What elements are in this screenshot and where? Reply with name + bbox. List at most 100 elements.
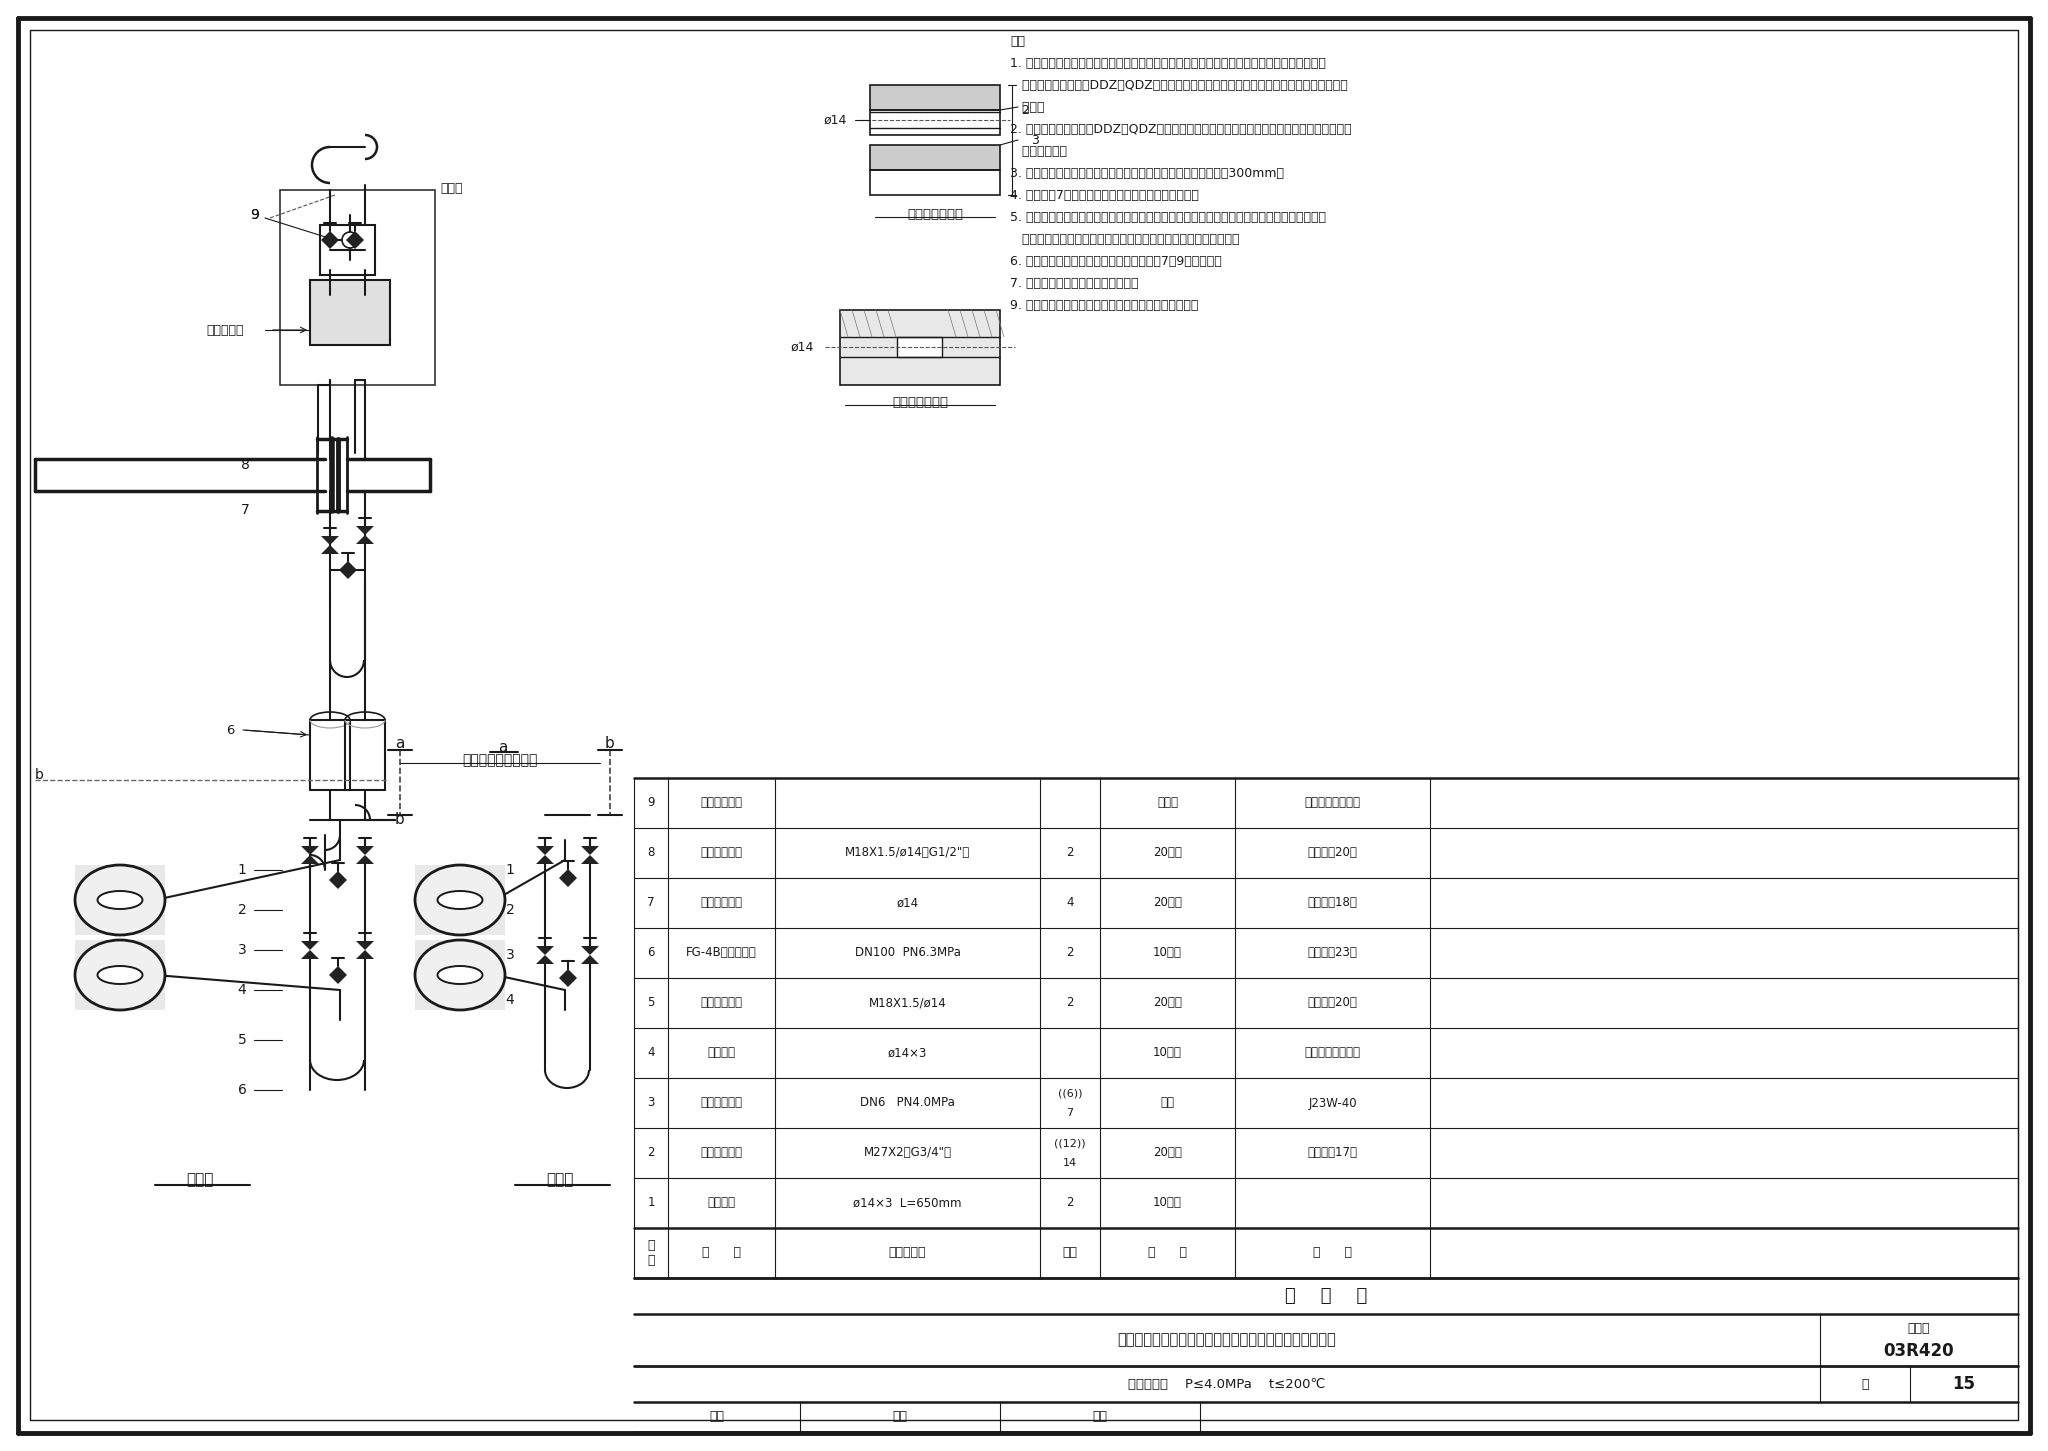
Text: 上部安装与左图相同: 上部安装与左图相同 — [463, 753, 539, 768]
Text: 7. 明细表括号内的数据用于乙方案。: 7. 明细表括号内的数据用于乙方案。 — [1010, 277, 1139, 290]
Text: 7: 7 — [240, 503, 250, 517]
Text: 直通终端接头: 直通终端接头 — [700, 997, 743, 1010]
Text: 规格、型号: 规格、型号 — [889, 1246, 926, 1259]
Text: 6: 6 — [647, 946, 655, 959]
Text: 20号钢: 20号钢 — [1153, 897, 1182, 910]
Ellipse shape — [76, 865, 166, 934]
Text: ø14×3: ø14×3 — [889, 1046, 928, 1059]
Polygon shape — [356, 527, 375, 535]
Bar — [870, 86, 999, 110]
Text: 无缝钢管: 无缝钢管 — [707, 1197, 735, 1210]
Ellipse shape — [98, 966, 143, 984]
Text: 2: 2 — [1067, 846, 1073, 859]
Text: 4. 图中序号7的连接形式亦可用焊接连接或整段直管。: 4. 图中序号7的连接形式亦可用焊接连接或整段直管。 — [1010, 189, 1198, 202]
Bar — [309, 280, 389, 345]
Text: 管内隔离，仅适用于DDZ、QDZ力平衡式中、高大差压变送器测量粘稠或腐蚀性较低的液体: 管内隔离，仅适用于DDZ、QDZ力平衡式中、高大差压变送器测量粘稠或腐蚀性较低的… — [1010, 78, 1348, 91]
Text: 3. 隔离容器的安装位置应使其顶部低于节流装置取压口处不小于300mm。: 3. 隔离容器的安装位置应使其顶部低于节流装置取压口处不小于300mm。 — [1010, 167, 1284, 180]
Text: 5: 5 — [238, 1033, 246, 1048]
Text: 名      称: 名 称 — [702, 1246, 741, 1259]
Text: 页: 页 — [1862, 1377, 1868, 1390]
Text: 3: 3 — [647, 1097, 655, 1110]
Polygon shape — [340, 562, 348, 579]
Text: 外套螺母接管: 外套螺母接管 — [700, 1146, 743, 1159]
Text: 4: 4 — [238, 982, 246, 997]
Text: 碳钢: 碳钢 — [1161, 1097, 1174, 1110]
Text: 4: 4 — [506, 992, 514, 1007]
Polygon shape — [356, 535, 375, 544]
Text: 管道负接头大样: 管道负接头大样 — [907, 209, 963, 222]
Ellipse shape — [76, 940, 166, 1010]
Polygon shape — [537, 846, 555, 855]
Text: 6. 当差压变送器不安装在保温箱内时，序号7、9可以取消。: 6. 当差压变送器不安装在保温箱内时，序号7、9可以取消。 — [1010, 255, 1223, 268]
Ellipse shape — [98, 891, 143, 908]
Text: 制造图见18页: 制造图见18页 — [1307, 897, 1358, 910]
Text: 9: 9 — [250, 207, 260, 222]
Text: 7: 7 — [1067, 1109, 1073, 1119]
Text: 制造图见20页: 制造图见20页 — [1307, 846, 1358, 859]
Polygon shape — [559, 969, 567, 987]
Text: 外螺纹截止阀: 外螺纹截止阀 — [700, 1097, 743, 1110]
Ellipse shape — [438, 891, 483, 908]
Polygon shape — [322, 231, 330, 250]
Polygon shape — [559, 869, 567, 887]
Text: 3: 3 — [238, 943, 246, 958]
Text: ((6)): ((6)) — [1057, 1088, 1081, 1098]
Text: 差压变送器: 差压变送器 — [207, 324, 244, 337]
Text: 14: 14 — [1063, 1158, 1077, 1168]
Text: ø14×3  L=650mm: ø14×3 L=650mm — [854, 1197, 963, 1210]
Text: M27X2（G3/4"）: M27X2（G3/4"） — [864, 1146, 952, 1159]
Text: 20号钢: 20号钢 — [1153, 997, 1182, 1010]
Text: DN6   PN4.0MPa: DN6 PN4.0MPa — [860, 1097, 954, 1110]
Text: 隔离法测量液体流量管路安装图（差压计高于节流装置）: 隔离法测量液体流量管路安装图（差压计高于节流装置） — [1118, 1332, 1337, 1348]
Text: 管道对接头大样: 管道对接头大样 — [893, 396, 948, 409]
Text: 03R420: 03R420 — [1884, 1342, 1954, 1361]
Text: 乙方案: 乙方案 — [547, 1172, 573, 1187]
Text: b: b — [604, 737, 614, 752]
Polygon shape — [301, 950, 319, 959]
Text: 1. 甲方案装有隔离容器，它适用于各种差压计测量粘稠或腐蚀性较低的液体流量；乙方案采用: 1. 甲方案装有隔离容器，它适用于各种差压计测量粘稠或腐蚀性较低的液体流量；乙方… — [1010, 57, 1325, 70]
Bar — [76, 940, 166, 1010]
Text: J23W-40: J23W-40 — [1309, 1097, 1358, 1110]
Text: 8: 8 — [647, 846, 655, 859]
Text: ø14: ø14 — [897, 897, 920, 910]
Text: 6: 6 — [238, 1082, 246, 1097]
Polygon shape — [330, 231, 340, 250]
Text: 1: 1 — [238, 863, 246, 876]
Text: 材      料: 材 料 — [1149, 1246, 1188, 1259]
Text: 2: 2 — [1067, 1197, 1073, 1210]
Text: 6: 6 — [225, 724, 233, 737]
Bar — [344, 720, 385, 789]
Bar — [870, 110, 999, 135]
Polygon shape — [301, 855, 319, 863]
Ellipse shape — [76, 879, 166, 920]
Text: 1: 1 — [647, 1197, 655, 1210]
Polygon shape — [356, 846, 375, 855]
Bar — [870, 145, 999, 170]
Text: 10号钢: 10号钢 — [1153, 1197, 1182, 1210]
Text: 4: 4 — [1067, 897, 1073, 910]
Text: 注：: 注： — [1010, 35, 1024, 48]
Text: b: b — [395, 813, 406, 827]
Bar — [281, 190, 434, 385]
Text: ø14: ø14 — [791, 341, 813, 354]
Text: 2: 2 — [506, 903, 514, 917]
Polygon shape — [348, 562, 356, 579]
Text: 8: 8 — [240, 459, 250, 472]
Polygon shape — [356, 942, 375, 950]
Polygon shape — [582, 955, 598, 963]
Polygon shape — [301, 846, 319, 855]
Ellipse shape — [416, 865, 506, 934]
Text: 9: 9 — [647, 797, 655, 810]
Ellipse shape — [76, 955, 166, 995]
Text: 20号钢: 20号钢 — [1153, 1146, 1182, 1159]
Text: FG-4B型隔离容器: FG-4B型隔离容器 — [686, 946, 758, 959]
Polygon shape — [356, 855, 375, 863]
Text: ((12)): ((12)) — [1055, 1138, 1085, 1148]
Text: 数量: 数量 — [1063, 1246, 1077, 1259]
Polygon shape — [537, 855, 555, 863]
Bar — [870, 170, 999, 194]
Text: b: b — [35, 768, 43, 782]
Text: 无缝钢管: 无缝钢管 — [707, 1046, 735, 1059]
Polygon shape — [354, 231, 365, 250]
Text: 流量。: 流量。 — [1010, 102, 1044, 115]
